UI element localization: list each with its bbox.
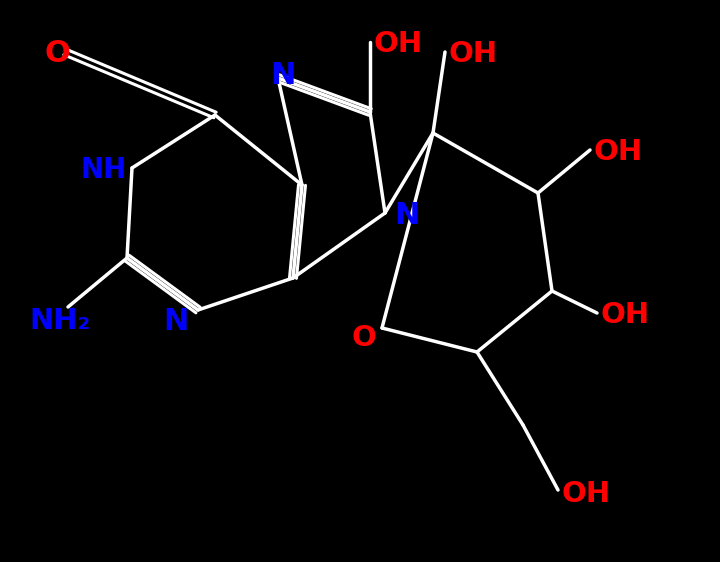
Text: N: N [395,201,420,229]
Text: OH: OH [374,30,423,58]
Text: NH₂: NH₂ [30,307,91,335]
Text: OH: OH [593,138,642,166]
Text: N: N [163,307,189,337]
Text: O: O [351,324,377,352]
Text: NH: NH [81,156,127,184]
Text: O: O [44,39,70,69]
Text: OH: OH [449,40,498,68]
Text: N: N [270,61,296,90]
Text: OH: OH [600,301,649,329]
Text: OH: OH [562,480,611,508]
